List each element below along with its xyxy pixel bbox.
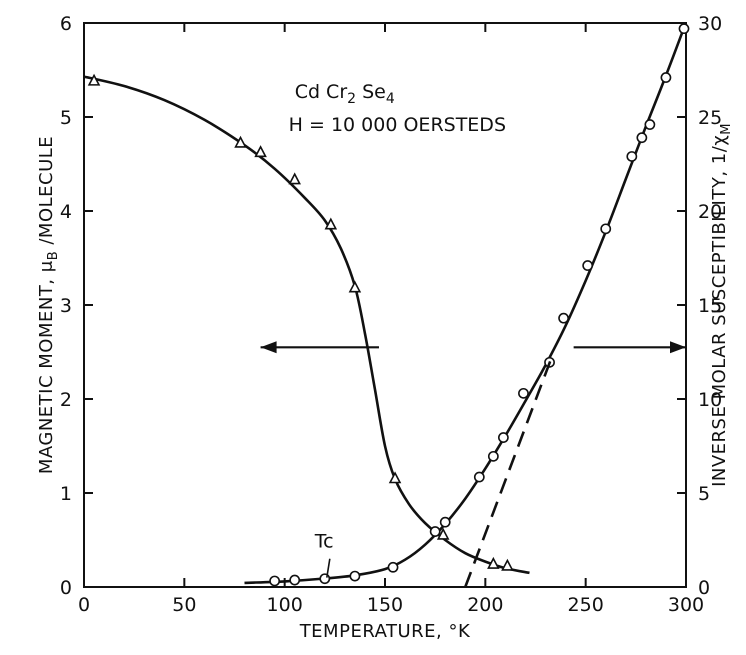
triangle-data-point <box>87 73 101 86</box>
x-tick-label: 0 <box>78 594 90 616</box>
circle-data-point <box>473 471 485 483</box>
circle-data-point <box>269 575 281 587</box>
y-left-tick-label: 6 <box>60 13 72 35</box>
circle-data-point <box>319 573 331 585</box>
y-right-tick-label: 25 <box>698 107 722 129</box>
y-left-axis-label: MAGNETIC MOMENT, μB /MOLECULE <box>36 136 61 474</box>
y-left-tick-label: 5 <box>60 107 72 129</box>
tc-label: Tc <box>314 531 334 553</box>
y-left-tick-label: 4 <box>60 201 72 223</box>
circle-data-point <box>678 23 690 35</box>
arrowhead-left <box>260 341 277 354</box>
field-label: H = 10 000 OERSTEDS <box>289 114 506 136</box>
triangle-data-point <box>288 172 301 185</box>
circle-data-point <box>289 574 301 586</box>
circle-data-point <box>582 260 594 271</box>
triangle-data-point <box>324 217 338 230</box>
circle-data-point <box>636 132 648 144</box>
x-tick-label: 250 <box>568 594 604 616</box>
plot-frame <box>83 22 687 588</box>
arrowhead-right <box>670 341 686 354</box>
y-right-tick-label: 20 <box>698 201 722 223</box>
circle-data-point <box>626 151 638 162</box>
circle-data-point <box>644 119 656 130</box>
y-left-tick-label: 1 <box>60 483 72 505</box>
triangle-data-point <box>487 556 500 569</box>
circle-data-point <box>439 516 451 528</box>
triangle-data-point <box>436 527 450 540</box>
triangle-data-point <box>234 135 247 148</box>
circle-data-point <box>600 223 612 235</box>
y-right-tick-label: 30 <box>698 13 722 35</box>
circle-data-point <box>487 450 499 462</box>
formula-label: Cd Cr2 Se4 <box>295 81 395 107</box>
x-axis-label: TEMPERATURE, °K <box>299 621 471 642</box>
x-tick-label: 100 <box>267 594 303 616</box>
circle-data-point <box>349 570 361 582</box>
inverse-susceptibility-curve <box>244 27 686 585</box>
circle-data-point <box>660 72 672 83</box>
x-tick-label: 300 <box>668 594 704 616</box>
x-tick-label: 150 <box>367 594 403 616</box>
y-right-axis-label: INVERSE MOLAR SUSCEPTIBILITY, 1/χM <box>709 123 734 487</box>
triangle-data-point <box>388 471 402 484</box>
tc-marker-line <box>326 558 331 578</box>
y-left-tick-label: 0 <box>60 577 72 599</box>
extrapolation-dashed-line <box>464 357 553 588</box>
circle-data-point <box>558 312 569 324</box>
triangle-data-point <box>348 280 362 293</box>
circle-data-point <box>387 561 399 573</box>
triangle-data-point <box>254 145 267 158</box>
circle-data-point <box>518 387 529 399</box>
circle-data-point <box>429 526 441 537</box>
y-right-tick-label: 0 <box>698 577 710 599</box>
y-right-tick-label: 10 <box>698 389 722 411</box>
circle-data-point <box>497 432 509 443</box>
triangle-data-point <box>501 558 514 571</box>
magnetic-moment-curve <box>83 75 530 575</box>
y-right-tick-label: 5 <box>698 483 710 505</box>
x-tick-label: 50 <box>172 594 196 616</box>
y-left-tick-label: 2 <box>60 389 72 411</box>
y-left-tick-label: 3 <box>60 295 72 317</box>
x-tick-label: 200 <box>467 594 503 616</box>
y-right-tick-label: 15 <box>698 295 722 317</box>
